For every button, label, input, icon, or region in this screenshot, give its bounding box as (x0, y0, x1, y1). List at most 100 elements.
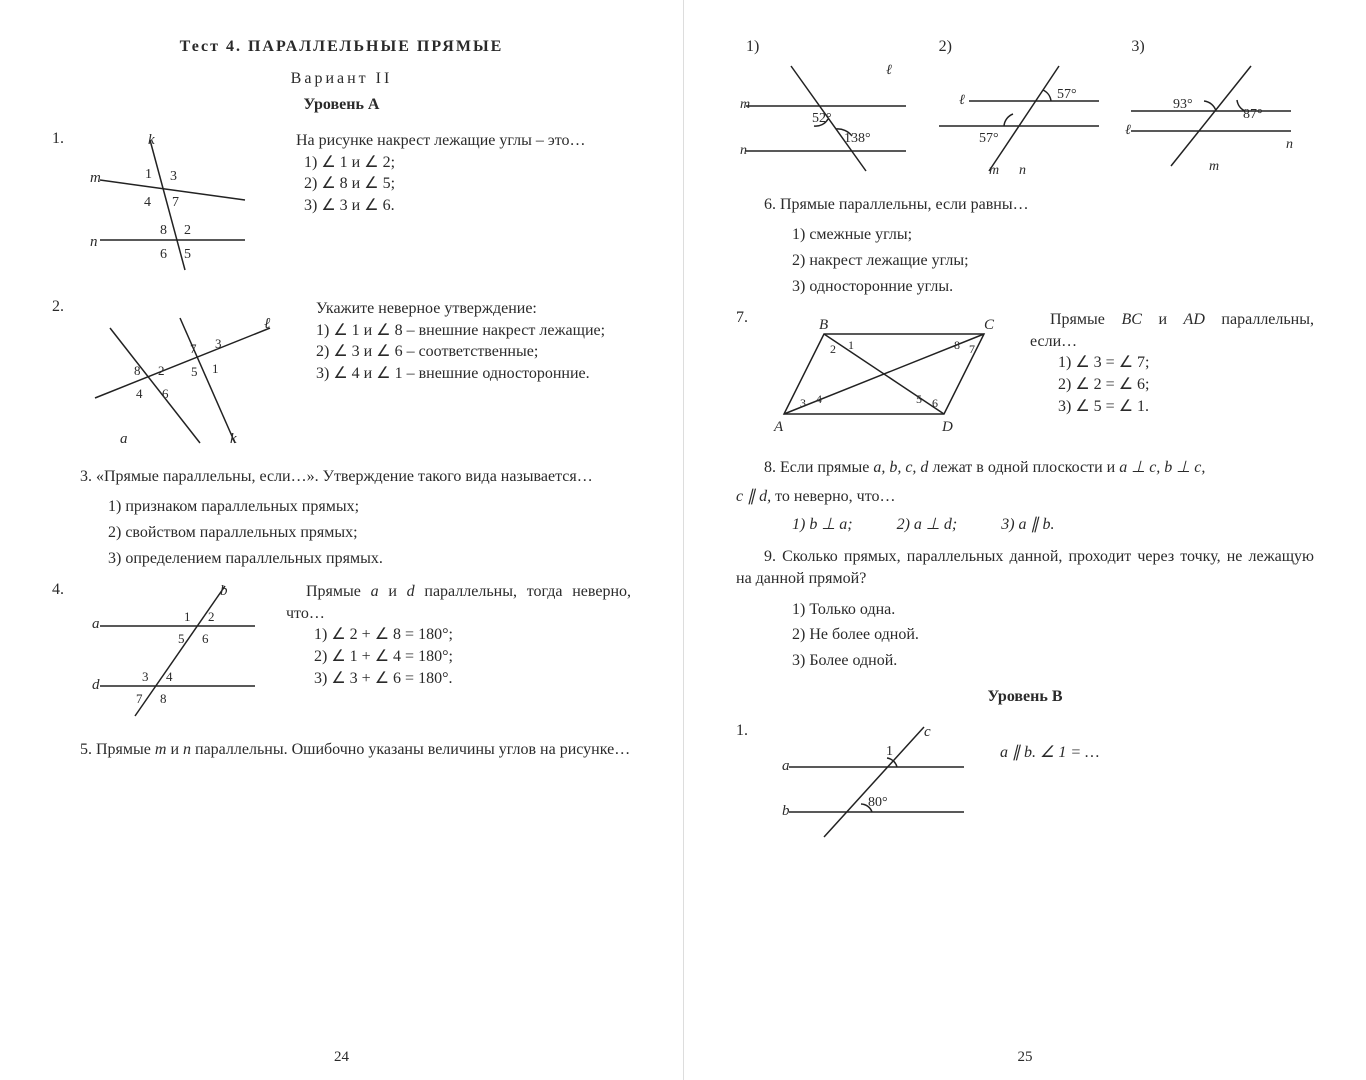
q4-figure: a d b 1 2 5 6 3 4 7 8 (80, 581, 270, 721)
svg-text:8: 8 (160, 223, 167, 238)
svg-text:ℓ: ℓ (959, 93, 965, 108)
page-right: 1) ℓmn 52°138° 2) (683, 0, 1366, 1080)
q5-stem-a: Прямые (96, 741, 155, 758)
q9-opt3: 3) Более одной. (736, 648, 1314, 674)
svg-text:C: C (984, 317, 995, 333)
q2-opt3: 3) ∠ 4 и ∠ 1 – внешние односторонние. (296, 363, 631, 385)
svg-text:4: 4 (144, 195, 151, 210)
question-6: 6. Прямые параллельны, если равны… 1) см… (736, 194, 1314, 299)
svg-text:4: 4 (816, 392, 822, 406)
q3-number: 3. (80, 468, 92, 485)
q3-opt1: 1) признаком параллельных прямых; (52, 494, 631, 520)
svg-text:b: b (220, 583, 228, 599)
q1-text: На рисунке накрест лежащие углы – это… 1… (260, 130, 631, 216)
svg-text:k: k (230, 431, 237, 447)
q5-fig3-label: 3) (1131, 38, 1314, 56)
page-left: Тест 4. ПАРАЛЛЕЛЬНЫЕ ПРЯМЫЕ Вариант II У… (0, 0, 683, 1080)
level-a-label: Уровень А (52, 96, 631, 114)
svg-text:m: m (1209, 159, 1219, 174)
q1-stem: На рисунке накрест лежащие углы – это… (276, 130, 631, 152)
svg-text:a: a (92, 616, 100, 632)
q3-opt3: 3) определением параллельных прямых. (52, 546, 631, 572)
q7-stem-a: Прямые (1050, 311, 1121, 328)
svg-text:3: 3 (142, 669, 149, 684)
q6-stem: Прямые параллельны, если равны… (780, 196, 1029, 213)
q5-options-figures: 1) ℓmn 52°138° 2) (736, 38, 1314, 176)
q4-stem-b: и (379, 583, 407, 600)
svg-text:8: 8 (954, 338, 960, 352)
svg-text:5: 5 (178, 631, 185, 646)
q1-number: 1. (52, 130, 80, 148)
svg-text:3: 3 (215, 336, 222, 351)
question-9: 9. Сколько прямых, параллельных данной, … (736, 546, 1314, 674)
q1-opt1: 1) ∠ 1 и ∠ 2; (304, 152, 631, 174)
svg-text:A: A (773, 419, 784, 435)
question-4: 4. a d b 1 2 5 (52, 581, 631, 721)
svg-text:6: 6 (932, 396, 938, 410)
q4-text: Прямые a и d параллельны, тогда неверно,… (270, 581, 631, 689)
question-2: 2. ℓ a k 3 7 1 (52, 298, 631, 448)
q9-opt1: 1) Только одна. (736, 597, 1314, 623)
svg-text:a: a (120, 431, 128, 447)
q3-opt2: 2) свойством параллельных прямых; (52, 520, 631, 546)
svg-text:80°: 80° (868, 795, 888, 810)
q8-l1a: Если прямые (780, 459, 873, 476)
svg-text:k: k (148, 132, 155, 148)
b1-figure: a b c 1 80° (764, 722, 984, 842)
b1-stem: a ∥ b. ∠ 1 = … (984, 722, 1314, 764)
q2-number: 2. (52, 298, 80, 316)
q5-n: n (183, 741, 191, 758)
pagenum-right: 25 (684, 1049, 1366, 1066)
svg-text:1: 1 (184, 609, 191, 624)
svg-text:ℓ: ℓ (264, 316, 270, 332)
q7-figure: B C A D 1 2 8 7 3 4 5 6 (764, 309, 1014, 439)
q9-number: 9. (764, 548, 776, 565)
svg-text:ℓ: ℓ (886, 63, 892, 78)
svg-text:4: 4 (136, 386, 143, 401)
q4-a: a (371, 583, 379, 600)
q7-bc: BC (1121, 311, 1141, 328)
svg-text:2: 2 (158, 363, 165, 378)
svg-text:c: c (924, 724, 931, 740)
q1-opt2: 2) ∠ 8 и ∠ 5; (304, 173, 631, 195)
q8-abcd: a, b, c, d (873, 459, 928, 476)
q6-opt1: 1) смежные углы; (736, 222, 1314, 248)
svg-text:93°: 93° (1173, 97, 1193, 112)
q2-figure: ℓ a k 3 7 1 5 2 8 6 4 (80, 298, 280, 448)
svg-text:8: 8 (160, 691, 167, 706)
q7-stem-b: и (1142, 311, 1184, 328)
q7-text: Прямые BC и AD параллельны, если… 1) ∠ 3… (1014, 309, 1314, 417)
q7-opt3: 3) ∠ 5 = ∠ 1. (1058, 396, 1314, 418)
pagenum-left: 24 (0, 1049, 683, 1066)
question-8: 8. Если прямые a, b, c, d лежат в одной … (736, 457, 1314, 534)
svg-text:57°: 57° (979, 131, 999, 146)
question-3: 3. «Прямые параллельны, если…». Утвержде… (52, 466, 631, 571)
svg-text:7: 7 (136, 691, 143, 706)
q9-opt2: 2) Не более одной. (736, 622, 1314, 648)
q6-opt3: 3) односторонние углы. (736, 274, 1314, 300)
svg-text:5: 5 (191, 364, 198, 379)
question-5: 5. Прямые m и n параллельны. Ошибочно ук… (52, 739, 631, 761)
q4-number: 4. (52, 581, 80, 599)
svg-text:7: 7 (969, 342, 975, 356)
q8-opt1: 1) b ⊥ a; (792, 516, 853, 533)
svg-text:m: m (989, 163, 999, 176)
svg-text:m: m (90, 170, 101, 186)
question-7: 7. B C A D 1 2 (736, 309, 1314, 439)
svg-text:1: 1 (212, 361, 219, 376)
q7-number: 7. (736, 309, 764, 327)
svg-text:7: 7 (172, 195, 179, 210)
test-title: Тест 4. ПАРАЛЛЕЛЬНЫЕ ПРЯМЫЕ (52, 38, 631, 56)
level-b-label: Уровень В (736, 688, 1314, 706)
svg-text:5: 5 (184, 247, 191, 262)
svg-text:1: 1 (848, 338, 854, 352)
q6-number: 6. (764, 196, 776, 213)
svg-text:7: 7 (190, 341, 197, 356)
q4-opt3: 3) ∠ 3 + ∠ 6 = 180°. (314, 668, 631, 690)
q8-number: 8. (764, 459, 776, 476)
q7-opt2: 2) ∠ 2 = ∠ 6; (1058, 374, 1314, 396)
q1-opt3: 3) ∠ 3 и ∠ 6. (304, 195, 631, 217)
svg-text:4: 4 (166, 669, 173, 684)
svg-text:1: 1 (145, 167, 152, 182)
q5-number: 5. (80, 741, 92, 758)
